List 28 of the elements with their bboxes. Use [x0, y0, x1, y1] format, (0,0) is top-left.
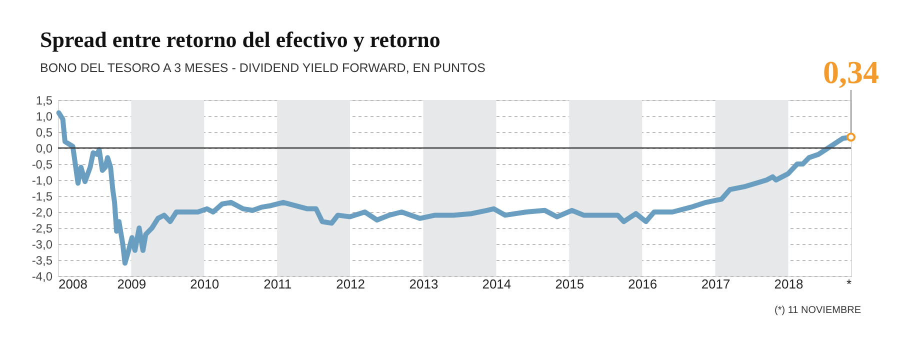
x-tick-label: 2012 — [336, 276, 366, 292]
x-tick-label: 2013 — [409, 276, 438, 292]
y-tick-label: -1,5 — [32, 190, 53, 204]
x-tick-label: 2018 — [774, 276, 804, 292]
y-tick-label: -3,5 — [32, 254, 53, 268]
chart-title: Spread entre retorno del efectivo y retorno — [40, 27, 440, 52]
x-tick-label: 2014 — [482, 276, 512, 292]
x-tick-label: 2017 — [701, 276, 730, 292]
y-tick-label: 0,0 — [36, 142, 53, 156]
y-tick-label: 1,5 — [36, 94, 53, 108]
y-tick-label: -1,0 — [32, 174, 53, 188]
text: (*) 11 NOVIEMBRE — [774, 305, 862, 316]
chart-subtitle: BONO DEL TESORO A 3 MESES - DIVIDEND YIELD FORWARD, EN PUNTOS — [40, 61, 486, 75]
y-tick-label: 0,5 — [36, 126, 53, 140]
y-tick-label: 1,0 — [36, 110, 53, 124]
x-tick-label: * — [846, 276, 852, 292]
y-tick-label: -0,5 — [32, 158, 53, 172]
y-tick-label: -4,0 — [32, 270, 53, 284]
x-tick-label: 2009 — [117, 276, 146, 292]
x-tick-label: 2010 — [190, 276, 220, 292]
x-tick-label: 2015 — [555, 276, 584, 292]
y-tick-label: -2,5 — [32, 222, 53, 236]
y-tick-label: -3,0 — [32, 238, 53, 252]
x-tick-label: 2008 — [58, 276, 88, 292]
y-tick-label: -2,0 — [32, 206, 53, 220]
x-tick-label: 2011 — [264, 276, 292, 292]
annotation: 0,34 — [823, 54, 879, 90]
x-tick-label: 2016 — [628, 276, 658, 292]
